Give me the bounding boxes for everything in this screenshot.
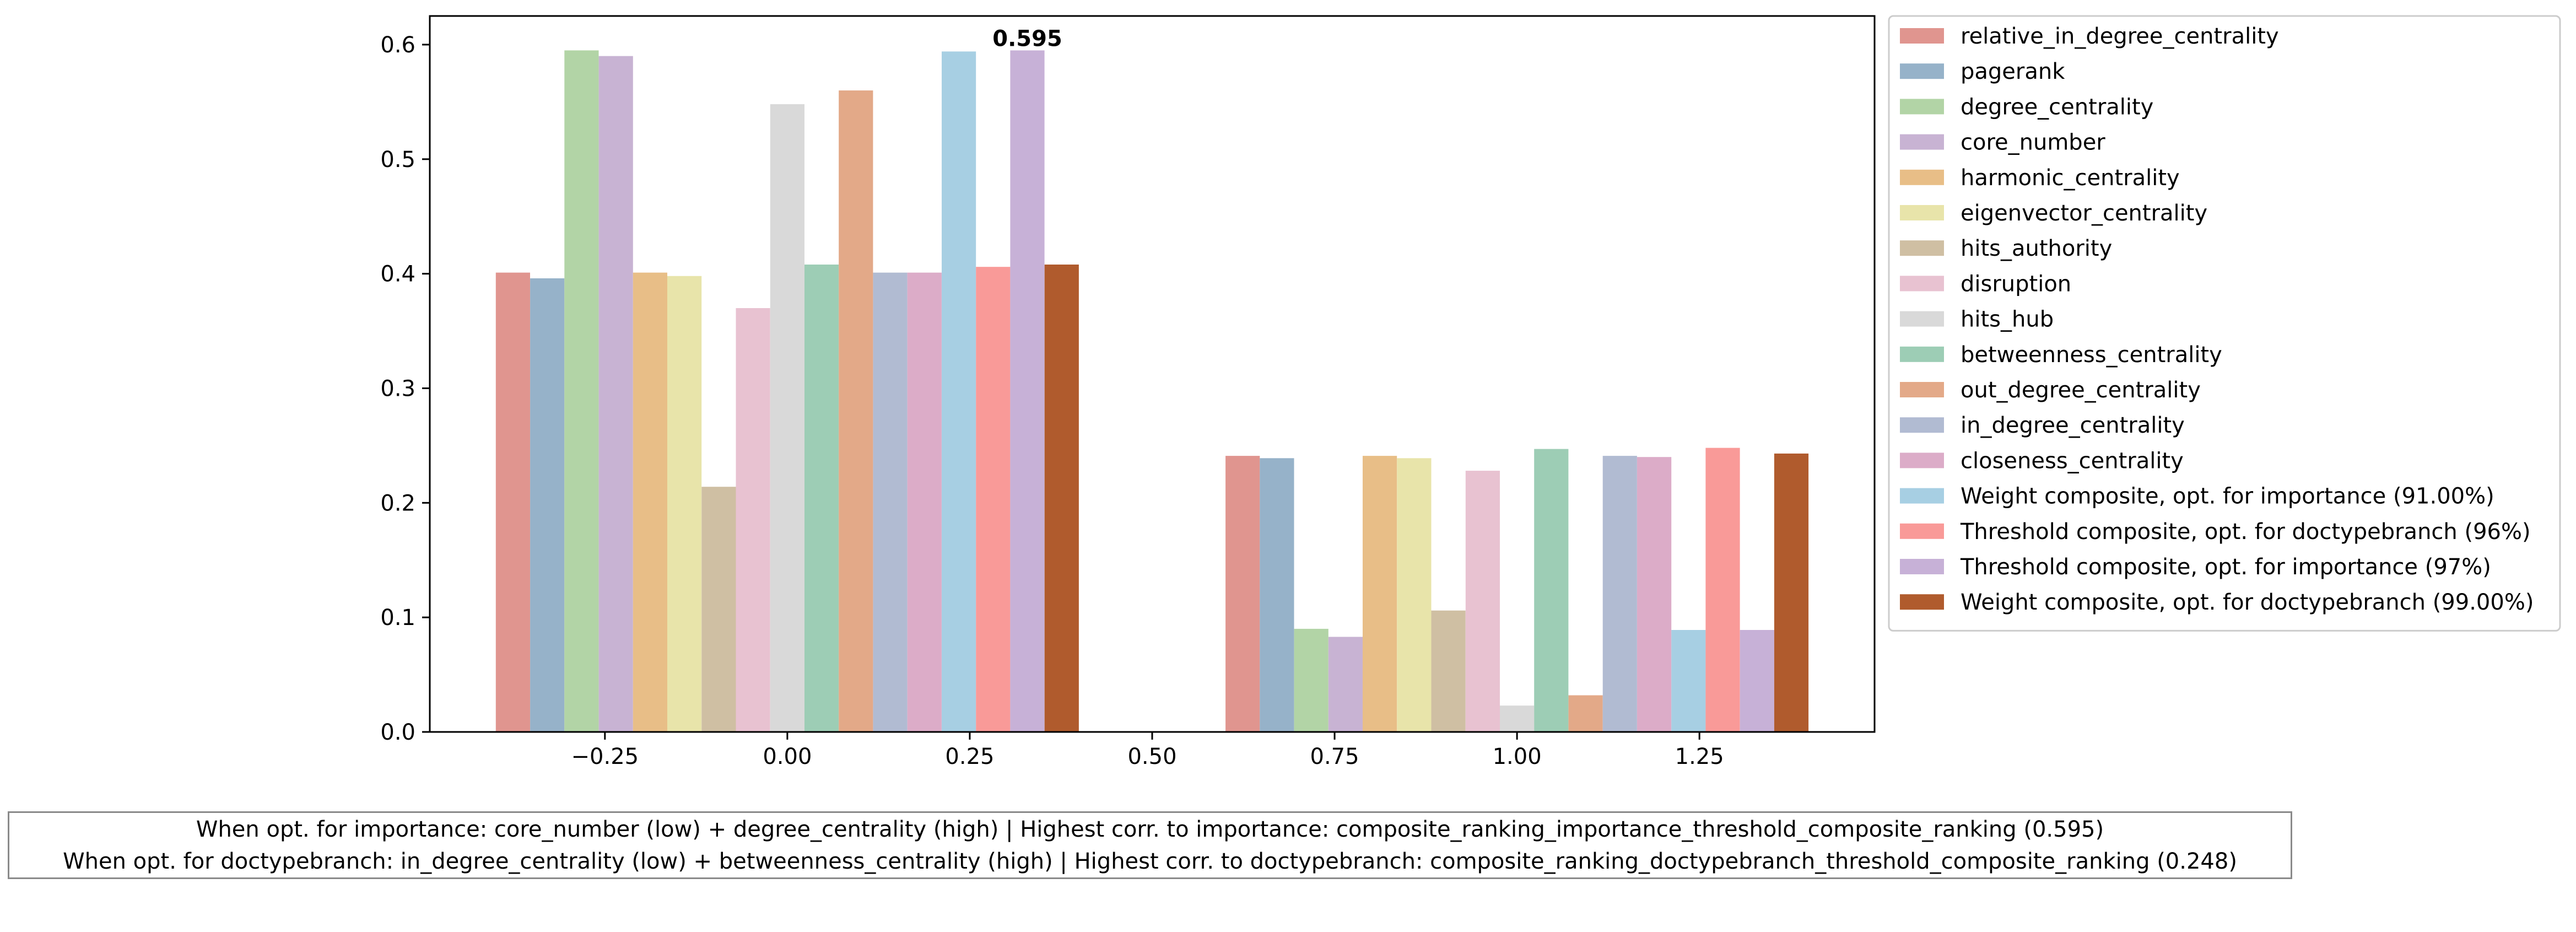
legend-swatch xyxy=(1900,28,1944,44)
legend-frame xyxy=(1888,15,2561,632)
annotations-layer: 0.595 xyxy=(992,26,1062,51)
bar-13-1 xyxy=(1671,630,1706,732)
legend-label: relative_in_degree_centrality xyxy=(1961,24,2279,49)
bar-10-1 xyxy=(1568,695,1603,732)
bar-2-0 xyxy=(564,50,599,732)
legend-label: hits_authority xyxy=(1961,236,2112,261)
x-tick-label: 0.50 xyxy=(1127,744,1176,769)
legend-swatch xyxy=(1900,276,1944,292)
summary-line-doctypebranch: When opt. for doctypebranch: in_degree_c… xyxy=(63,848,2237,874)
legend-label: betweenness_centrality xyxy=(1961,342,2222,368)
x-tick-label: 0.00 xyxy=(763,744,812,769)
y-tick-label: 0.5 xyxy=(380,147,415,173)
bar-7-1 xyxy=(1465,471,1500,732)
bar-11-0 xyxy=(873,272,908,732)
legend-swatch xyxy=(1900,134,1944,150)
x-tick-label: 0.25 xyxy=(945,744,994,769)
legend-label: degree_centrality xyxy=(1961,94,2153,120)
summary-line-importance: When opt. for importance: core_number (l… xyxy=(196,816,2104,842)
y-tick-label: 0.6 xyxy=(380,33,415,58)
legend-swatch xyxy=(1900,63,1944,79)
bar-4-1 xyxy=(1363,456,1397,732)
bar-9-1 xyxy=(1534,449,1569,732)
axes-layer: 0.0 0.1 0.2 0.3 0.4 0.5 0.6 −0.25 0.00 0.25 0.50 0.… xyxy=(380,15,1876,769)
y-tick-label: 0.3 xyxy=(380,376,415,401)
bars-layer xyxy=(495,50,1809,732)
legend-label: core_number xyxy=(1961,130,2105,155)
y-tick-label: 0.1 xyxy=(380,605,415,631)
y-tick-label: 0.2 xyxy=(380,491,415,516)
legend-label: harmonic_centrality xyxy=(1961,165,2180,191)
legend-swatch xyxy=(1900,452,1944,468)
x-tick-label: 1.00 xyxy=(1493,744,1542,769)
x-tick-label: 0.75 xyxy=(1310,744,1359,769)
legend-swatch xyxy=(1900,311,1944,327)
legend: relative_in_degree_centrality pagerank deg… xyxy=(1888,15,2561,632)
bar-15-1 xyxy=(1740,630,1774,732)
bar-16-1 xyxy=(1774,453,1809,732)
legend-swatch xyxy=(1900,346,1944,362)
bar-12-1 xyxy=(1637,457,1672,732)
legend-swatch xyxy=(1900,169,1944,185)
y-tick-label: 0.0 xyxy=(380,720,415,745)
legend-swatch xyxy=(1900,382,1944,397)
legend-label: eigenvector_centrality xyxy=(1961,201,2207,226)
legend-label: Weight composite, opt. for importance (9… xyxy=(1961,484,2494,509)
bar-value-label: 0.595 xyxy=(992,26,1062,51)
legend-label: closeness_centrality xyxy=(1961,448,2184,473)
bar-11-1 xyxy=(1602,456,1637,732)
legend-label: pagerank xyxy=(1961,59,2065,84)
legend-label: Threshold composite, opt. for doctypebra… xyxy=(1960,519,2531,545)
legend-swatch xyxy=(1900,99,1944,115)
summary-box: When opt. for importance: core_number (l… xyxy=(8,811,2292,879)
x-tick-label: −0.25 xyxy=(571,744,639,769)
bar-9-0 xyxy=(804,265,839,732)
legend-label: hits_hub xyxy=(1961,307,2054,332)
bar-12-0 xyxy=(907,272,942,732)
bar-13-0 xyxy=(942,51,976,732)
legend-swatch xyxy=(1900,594,1944,610)
bar-16-0 xyxy=(1044,265,1079,732)
bar-7-0 xyxy=(736,308,770,732)
bar-0-1 xyxy=(1225,456,1260,732)
bar-4-0 xyxy=(633,272,667,732)
legend-swatch xyxy=(1900,240,1944,256)
bar-8-1 xyxy=(1500,705,1535,732)
bar-14-1 xyxy=(1705,448,1740,732)
legend-label: in_degree_centrality xyxy=(1961,413,2185,438)
legend-swatch xyxy=(1900,205,1944,220)
legend-swatch xyxy=(1900,488,1944,504)
bar-3-1 xyxy=(1328,637,1363,732)
legend-label: Weight composite, opt. for doctypebranch… xyxy=(1961,590,2534,615)
bar-15-0 xyxy=(1010,50,1045,732)
bar-3-0 xyxy=(598,56,633,732)
bar-5-1 xyxy=(1397,458,1432,732)
legend-swatch xyxy=(1900,523,1944,539)
bar-14-0 xyxy=(976,267,1011,732)
bar-1-1 xyxy=(1260,458,1294,732)
bar-0-0 xyxy=(495,272,530,732)
bar-6-1 xyxy=(1431,610,1466,732)
bar-5-0 xyxy=(667,276,702,732)
legend-label: out_degree_centrality xyxy=(1961,378,2201,403)
bar-6-0 xyxy=(701,487,736,732)
bar-1-0 xyxy=(530,278,565,732)
x-tick-label: 1.25 xyxy=(1675,744,1724,769)
legend-label: Threshold composite, opt. for importance… xyxy=(1960,554,2491,580)
legend-swatch xyxy=(1900,417,1944,433)
bar-10-0 xyxy=(839,90,873,732)
bar-8-0 xyxy=(770,104,804,732)
legend-swatch xyxy=(1900,559,1944,574)
legend-label: disruption xyxy=(1961,271,2071,297)
y-tick-label: 0.4 xyxy=(380,262,415,287)
bar-2-1 xyxy=(1294,628,1328,732)
